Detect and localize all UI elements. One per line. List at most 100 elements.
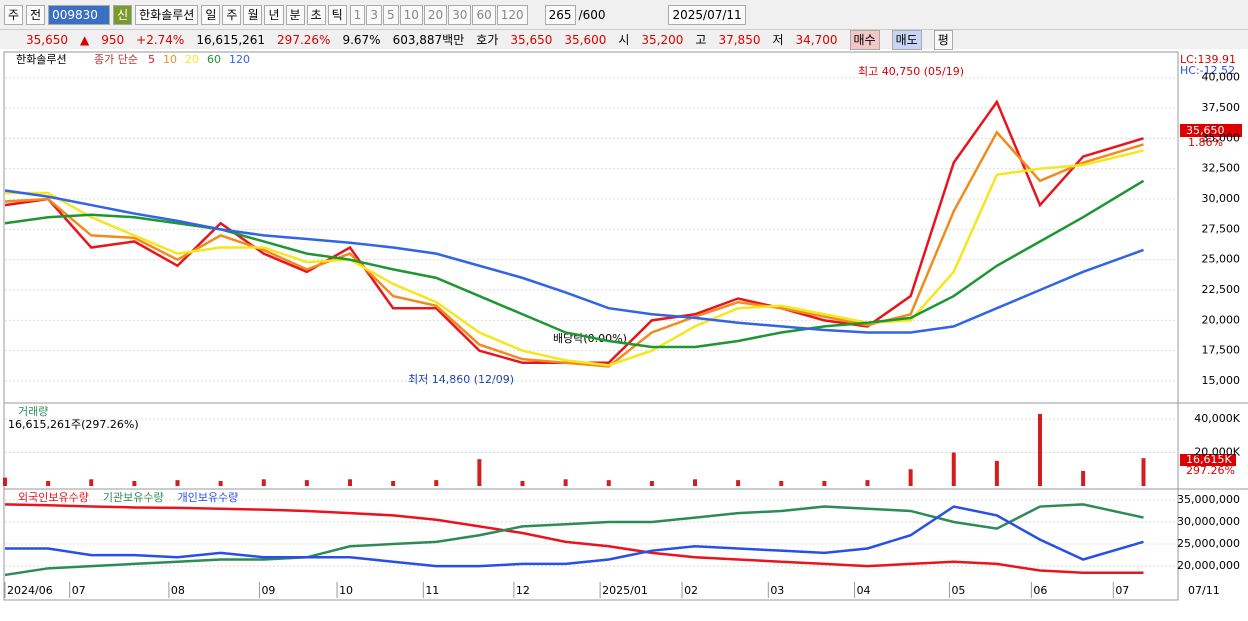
- volume-bar: [391, 480, 396, 486]
- series-line: [5, 149, 1144, 367]
- x-tick-label: 05: [951, 584, 965, 597]
- volume-subtitle: 16,615,261주(297.26%): [8, 418, 139, 431]
- button[interactable]: 월: [243, 4, 263, 25]
- y-tick-label: 17,500: [1202, 344, 1241, 357]
- annotation: 최저 14,860 (12/09): [408, 373, 514, 386]
- date[interactable]: 2025/07/11: [668, 4, 746, 25]
- end-date: 07/11: [1188, 584, 1220, 597]
- volume: 16,615,261: [196, 32, 266, 47]
- x-tick-label: 04: [857, 584, 871, 597]
- buy[interactable]: 매수: [849, 29, 880, 50]
- last-price: 35,650: [1186, 124, 1225, 137]
- vol-rate: 297.26%: [277, 32, 331, 47]
- amount: 603,887백만: [392, 33, 465, 47]
- series-line: [4, 503, 1144, 574]
- bid: 35,600: [564, 32, 607, 47]
- button[interactable]: 20: [423, 4, 448, 25]
- x-tick-label: 07: [1115, 584, 1129, 597]
- button[interactable]: 60: [472, 4, 496, 25]
- y-tick-label: 20,000: [1202, 313, 1241, 326]
- x-tick-label: 02: [684, 584, 698, 597]
- volume-bar: [304, 480, 309, 486]
- sell[interactable]: 매도: [891, 29, 922, 50]
- open-label: 시: [618, 33, 630, 47]
- annotation: 최고 40,750 (05/19): [858, 65, 964, 78]
- max: /600: [578, 7, 606, 22]
- quote-bar: 35,650 ▲ 950 +2.74% 16,615,261 297.26% 9…: [0, 29, 1248, 50]
- button[interactable]: 분: [285, 4, 305, 25]
- lc: LC:139.91: [1180, 53, 1236, 66]
- open: 35,200: [641, 32, 684, 47]
- legend-entry: 20: [185, 53, 199, 66]
- y-tick-label: 40,000K: [1194, 412, 1240, 425]
- volume-bar: [1141, 458, 1146, 486]
- volume-bar: [908, 469, 913, 486]
- volume-bar: [693, 479, 697, 486]
- low: 34,700: [795, 32, 838, 47]
- y-tick-label: 32,500: [1202, 162, 1241, 175]
- button[interactable]: 30: [448, 4, 472, 25]
- button[interactable]: 주: [222, 4, 242, 25]
- button[interactable]: 10: [399, 4, 423, 25]
- x-tick-label: 2025/01: [602, 584, 648, 597]
- stock-name[interactable]: 한화솔루션: [135, 4, 199, 25]
- steps: 1 3 5 10 20 30 60 120: [349, 4, 528, 25]
- button[interactable]: 5: [382, 4, 399, 25]
- series-line: [4, 179, 1145, 349]
- y-tick-label: 35,000: [1202, 131, 1241, 144]
- y-tick-label: 20,000,000: [1177, 559, 1240, 572]
- y-tick-label: 30,000: [1202, 192, 1241, 205]
- x-tick-label: 2024/06: [7, 584, 53, 597]
- volume-bar: [520, 480, 525, 486]
- volume-bar: [132, 480, 137, 486]
- volume-bar: [779, 480, 784, 486]
- volume-bar: [89, 479, 94, 486]
- volume-bar: [1038, 413, 1042, 486]
- code[interactable]: 009830: [48, 4, 111, 25]
- legend-entry: 개인보유수량: [178, 491, 239, 504]
- rate: +2.74%: [136, 32, 185, 47]
- volume-bar: [951, 452, 956, 486]
- market[interactable]: 주: [4, 4, 24, 25]
- volume-bar: [434, 480, 439, 486]
- x-tick-label: 06: [1033, 584, 1047, 597]
- volume-bar: [994, 460, 999, 486]
- change: 950: [101, 32, 125, 47]
- y-tick-label: 25,000: [1202, 253, 1241, 266]
- button[interactable]: 년: [264, 4, 284, 25]
- y-tick-label: 37,500: [1202, 101, 1241, 114]
- legend-entry: 5: [148, 53, 155, 66]
- price: 35,650: [26, 32, 68, 47]
- volume-bar: [3, 477, 7, 486]
- volume-bar: [175, 480, 180, 486]
- volume-bar: [822, 480, 827, 486]
- last-vol-rate: 297.26%: [1186, 464, 1235, 477]
- prev[interactable]: 전: [26, 4, 46, 25]
- x-tick-label: 11: [425, 584, 439, 597]
- y-tick-label: 22,500: [1202, 283, 1241, 296]
- button[interactable]: 초: [306, 4, 326, 25]
- volume-title: 거래량: [18, 405, 48, 418]
- volume-bar: [563, 479, 568, 486]
- button[interactable]: 120: [496, 4, 528, 25]
- volume-bar: [606, 480, 611, 486]
- x-tick-label: 07: [72, 584, 86, 597]
- x-tick-label: 12: [516, 584, 530, 597]
- turnover: 9.67%: [342, 32, 381, 47]
- legend-entry: 외국인보유수량: [18, 491, 89, 504]
- avg[interactable]: 평: [933, 29, 953, 50]
- volume-bar: [477, 459, 482, 486]
- button[interactable]: 틱: [327, 4, 347, 25]
- button[interactable]: 3: [366, 4, 382, 25]
- volume-bar: [865, 480, 870, 486]
- chart: 한화솔루션 종가 단순 최고 40,750 (05/19) 최저 14,860 …: [3, 51, 1248, 601]
- button[interactable]: 1: [349, 4, 366, 25]
- volume-bar: [1081, 470, 1086, 486]
- legend-entry: 120: [229, 53, 250, 66]
- arrow: ▲: [80, 32, 90, 47]
- count[interactable]: 265: [544, 4, 576, 25]
- button[interactable]: 일: [201, 4, 221, 25]
